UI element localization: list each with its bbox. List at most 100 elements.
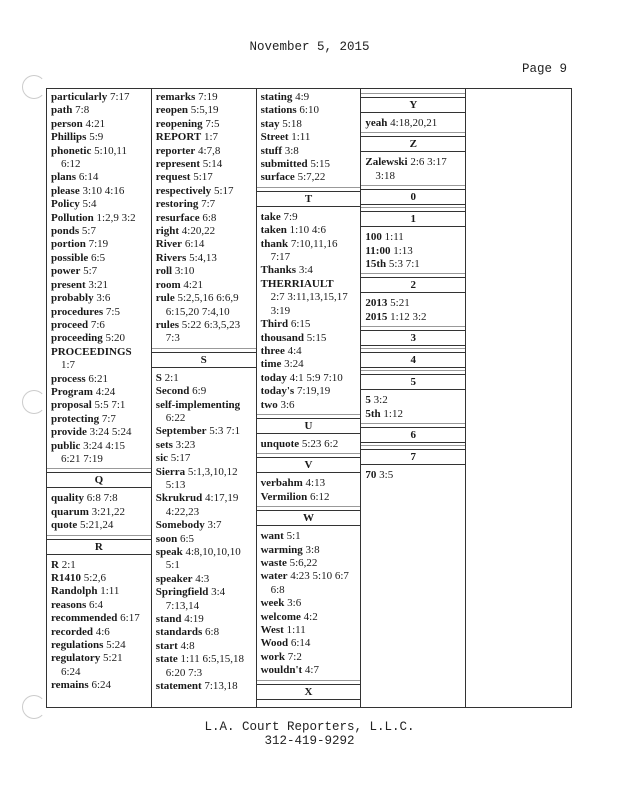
index-entry: PROCEEDINGS — [51, 346, 148, 359]
index-refs: 3:24 4:15 — [83, 439, 125, 452]
index-term: water — [260, 570, 288, 583]
index-term: two — [260, 398, 278, 411]
index-term: PROCEEDINGS — [51, 345, 132, 358]
index-term: quality — [51, 492, 85, 505]
index-term: roll — [155, 265, 173, 278]
index-refs: 1:11 — [286, 624, 306, 636]
index-refs: 5:14 — [202, 158, 223, 171]
index-term: room — [155, 278, 181, 291]
index-term: quote — [51, 519, 78, 532]
word-index: particularly 7:17 path 7:8 person 4:21 Phil… — [46, 88, 572, 708]
index-refs: 4:21 — [183, 278, 203, 291]
index-refs: 5:6,22 — [289, 556, 318, 569]
index-term: power — [51, 265, 81, 278]
index-refs: 4:3 — [195, 572, 210, 585]
index-term: R1410 — [51, 572, 81, 584]
index-entry: self-implementing — [156, 399, 253, 412]
index-refs-continued: 4:22,23 — [165, 505, 200, 518]
index-entry: rule 5:2,5,16 6:6,9 — [156, 292, 253, 305]
index-refs: 4:24 — [95, 385, 116, 398]
index-refs: 5:3 7:1 — [388, 258, 420, 271]
index-entry: roll 3:10 — [156, 265, 253, 278]
index-term: Somebody — [155, 519, 205, 532]
index-refs: 3:4 — [211, 586, 226, 599]
index-refs-continued: 7:13,14 — [165, 599, 200, 612]
index-entry: proceed 7:6 — [51, 319, 148, 332]
index-term: week — [260, 597, 285, 610]
index-refs: 3:8 — [284, 144, 299, 157]
index-refs: 5:4,13 — [189, 251, 217, 264]
index-refs-continued: 6:15,20 7:4,10 — [165, 305, 230, 318]
index-term: possible — [51, 251, 89, 264]
index-term: Third — [260, 318, 289, 331]
index-entry: Street 1:11 — [261, 131, 358, 144]
index-entry: Policy 5:4 — [51, 198, 148, 211]
index-refs: 3:6 — [96, 292, 111, 305]
index-entry: reasons 6:4 — [51, 599, 148, 612]
index-term: reopening — [155, 117, 203, 130]
index-term: welcome — [260, 610, 301, 623]
index-refs: 6:4 — [89, 598, 104, 611]
index-entry: respectively 5:17 — [156, 185, 253, 198]
index-refs: 3:21,22 — [91, 505, 125, 518]
index-entry: 70 3:5 — [365, 469, 462, 482]
index-refs: 3:8 — [305, 543, 320, 556]
index-term: standards — [155, 626, 203, 639]
index-entry: warming 3:8 — [261, 544, 358, 557]
index-refs: 6:24 — [91, 679, 111, 692]
index-entry: Wood 6:14 — [261, 637, 358, 650]
index-refs: 4:9 — [295, 91, 310, 103]
index-entry: quarum 3:21,22 — [51, 506, 148, 519]
index-entry: want 5:1 — [261, 530, 358, 543]
index-refs: 1:12 — [383, 407, 403, 420]
index-refs: 4:18,20,21 — [390, 117, 438, 129]
index-refs: 6:14 — [290, 637, 311, 650]
index-refs: 7:19 — [88, 238, 109, 251]
index-entry: thousand 5:15 — [261, 332, 358, 345]
index-refs: 5:15 — [310, 158, 330, 171]
index-term: phonetic — [51, 144, 92, 157]
index-term: particularly — [51, 91, 108, 103]
index-entry: THERRIAULT — [261, 278, 358, 291]
index-entry: start 4:8 — [156, 640, 253, 653]
index-entry: recommended 6:17 — [51, 612, 148, 625]
index-entry: remains 6:24 — [51, 679, 148, 692]
index-term: regulations — [51, 639, 104, 652]
index-entry: process 6:21 — [51, 373, 148, 386]
index-refs: 3:23 — [175, 438, 196, 451]
index-entry: surface 5:7,22 — [261, 171, 358, 184]
index-term: reasons — [51, 598, 87, 611]
index-entry: power 5:7 — [51, 265, 148, 278]
index-term: request — [155, 171, 191, 184]
index-entry: thank 7:10,11,16 — [261, 238, 358, 251]
index-refs: 5:7,22 — [297, 171, 326, 184]
index-entry: Sierra 5:1,3,10,12 — [156, 466, 253, 479]
index-entry: 11:00 1:13 — [365, 245, 462, 258]
index-entry: standards 6:8 — [156, 626, 253, 639]
index-refs: 5:17 — [193, 171, 213, 184]
index-term: proceed — [51, 318, 89, 331]
index-entry: 15th 5:3 7:1 — [365, 258, 462, 271]
index-entry: ponds 5:7 — [51, 225, 148, 238]
section-header: 2 — [361, 273, 466, 294]
index-entry: time 3:24 — [261, 358, 358, 371]
index-entry: reporter 4:7,8 — [156, 145, 253, 158]
index-entry: restoring 7:7 — [156, 198, 253, 211]
index-term: Thanks — [260, 264, 297, 277]
index-entry: speak 4:8,10,10,10 — [156, 546, 253, 559]
index-refs: 1:7 — [204, 131, 219, 144]
section-header: 5 — [361, 370, 466, 391]
index-column: remarks 7:19 reopen 5:5,19 reopening 7:5 RE… — [151, 89, 257, 707]
index-entry: take 7:9 — [261, 211, 358, 224]
index-term: rule — [155, 292, 175, 305]
index-refs: 7:19 — [198, 91, 218, 103]
index-entry: portion 7:19 — [51, 238, 148, 251]
index-refs: 7:10,11,16 — [290, 237, 338, 250]
index-entry: 5 3:2 — [365, 394, 462, 407]
index-term: want — [260, 530, 284, 543]
index-refs: 7:7 — [101, 412, 116, 425]
index-entry: soon 6:5 — [156, 533, 253, 546]
index-refs-continued: 3:19 — [270, 304, 291, 317]
index-refs: 7:9 — [283, 210, 298, 223]
index-term: self-implementing — [155, 398, 241, 411]
